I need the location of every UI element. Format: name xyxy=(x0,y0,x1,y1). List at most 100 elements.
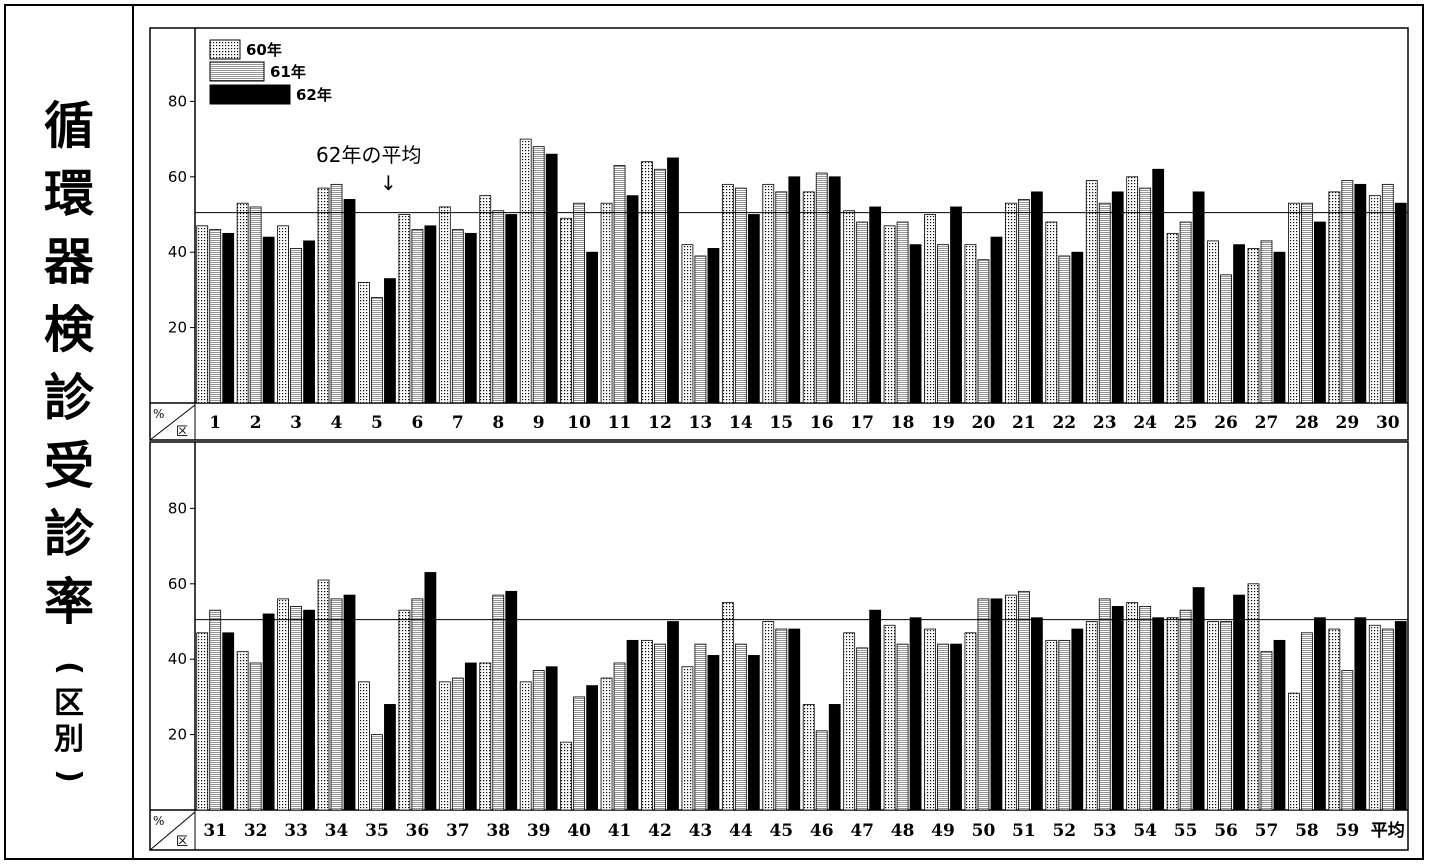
bar-60年-34 xyxy=(317,579,330,811)
bar-60年-4 xyxy=(317,187,330,404)
bar-61年-3 xyxy=(290,248,302,404)
bar-61年-54 xyxy=(1139,606,1152,811)
panel-border xyxy=(149,441,1409,851)
bar-62年-58 xyxy=(1314,617,1326,811)
bar-60年-59 xyxy=(1328,628,1341,811)
bar-62年-14 xyxy=(747,214,760,404)
x-tick-label: 48 xyxy=(891,821,915,841)
y-tick-label: 60 xyxy=(168,168,187,186)
bar-62年-6 xyxy=(424,225,437,404)
bar-61年-8 xyxy=(492,210,505,404)
x-tick-label: 49 xyxy=(931,821,955,841)
legend-label-62年: 62年 xyxy=(296,86,332,104)
bar-62年-20 xyxy=(990,236,1003,404)
bar-60年-48 xyxy=(883,624,896,811)
bar-62年-25 xyxy=(1192,191,1205,404)
bar-60年-12 xyxy=(641,161,653,404)
title-char-6: 受 xyxy=(44,437,94,495)
x-tick-label: 8 xyxy=(492,413,504,433)
bar-61年-24 xyxy=(1139,187,1152,404)
x-tick-label: 43 xyxy=(689,821,713,841)
x-tick-label: 20 xyxy=(972,413,996,433)
bar-61年-35 xyxy=(371,734,383,811)
bar-62年-47 xyxy=(869,609,882,811)
bar-61年-10 xyxy=(573,202,586,404)
x-tick-label: 50 xyxy=(972,821,996,841)
bar-62年-10 xyxy=(586,251,599,404)
x-tick-label: 6 xyxy=(411,413,423,433)
bar-62年-27 xyxy=(1273,251,1286,404)
bar-62年-15 xyxy=(788,176,801,404)
bar-62年-30 xyxy=(1394,202,1407,404)
title-char-8: 率 xyxy=(44,573,94,631)
bar-62年-50 xyxy=(990,598,1003,811)
title-char-3: 器 xyxy=(44,233,94,291)
bar-61年-53 xyxy=(1098,598,1111,811)
bar-62年-37 xyxy=(464,662,477,811)
bar-62年-41 xyxy=(626,639,639,811)
bar-61年-28 xyxy=(1301,202,1313,404)
bar-60年-49 xyxy=(924,628,936,811)
x-tick-label: 5 xyxy=(371,413,383,433)
bar-60年-35 xyxy=(358,681,370,811)
bar-61年-44 xyxy=(734,643,747,811)
x-tick-label: 46 xyxy=(810,821,834,841)
bar-61年-27 xyxy=(1260,240,1273,404)
bar-60年-24 xyxy=(1126,176,1139,404)
x-tick-label: 54 xyxy=(1133,821,1157,841)
bar-60年-46 xyxy=(802,704,815,811)
bar-60年-31 xyxy=(196,632,209,811)
bar-62年-55 xyxy=(1192,587,1205,811)
bar-60年-28 xyxy=(1288,202,1300,404)
legend-swatch-61年 xyxy=(209,61,265,82)
bar-61年-平均 xyxy=(1381,628,1394,811)
bar-61年-29 xyxy=(1341,180,1354,404)
bar-61年-21 xyxy=(1017,199,1030,404)
bar-61年-12 xyxy=(654,168,666,404)
bar-60年-平均 xyxy=(1368,624,1381,811)
bar-61年-48 xyxy=(896,643,909,811)
x-tick-label: 7 xyxy=(452,413,464,433)
bar-61年-32 xyxy=(249,662,262,811)
x-tick-label: 17 xyxy=(850,413,874,433)
bar-62年-51 xyxy=(1030,617,1043,811)
x-tick-label: 4 xyxy=(331,413,343,433)
bar-61年-41 xyxy=(613,662,626,811)
y-tick-label: 80 xyxy=(168,92,187,110)
bar-62年-1 xyxy=(222,232,235,404)
bar-62年-31 xyxy=(222,632,235,811)
bar-60年-33 xyxy=(277,598,289,811)
bar-60年-44 xyxy=(721,602,734,811)
x-tick-label: 27 xyxy=(1255,413,1279,433)
bar-60年-5 xyxy=(358,281,370,404)
bar-61年-6 xyxy=(411,229,424,404)
bar-60年-23 xyxy=(1085,180,1098,404)
legend-label-61年: 61年 xyxy=(270,63,306,81)
bar-61年-52 xyxy=(1058,639,1071,811)
x-tick-label: 35 xyxy=(365,821,389,841)
bar-62年-19 xyxy=(950,206,962,404)
title-char-5: 診 xyxy=(44,369,94,427)
x-tick-label: 58 xyxy=(1295,821,1319,841)
bar-62年-34 xyxy=(343,594,356,811)
bar-62年-2 xyxy=(262,236,275,404)
bar-61年-13 xyxy=(694,255,707,404)
x-tick-label: 34 xyxy=(325,821,349,841)
y-tick-label: 80 xyxy=(168,499,187,517)
legend-label-60年: 60年 xyxy=(246,41,282,59)
bar-60年-45 xyxy=(762,621,775,811)
bar-62年-4 xyxy=(343,199,356,404)
title-char-7: 診 xyxy=(44,505,94,563)
bar-61年-46 xyxy=(815,730,828,811)
bar-62年-44 xyxy=(747,655,760,811)
x-tick-label: 13 xyxy=(689,413,713,433)
bar-60年-52 xyxy=(1045,639,1058,811)
bar-62年-52 xyxy=(1071,628,1084,811)
bar-62年-7 xyxy=(464,232,477,404)
bar-62年-59 xyxy=(1354,617,1367,811)
x-tick-label: 9 xyxy=(533,413,545,433)
bar-60年-1 xyxy=(196,225,209,404)
bar-60年-32 xyxy=(236,651,249,811)
